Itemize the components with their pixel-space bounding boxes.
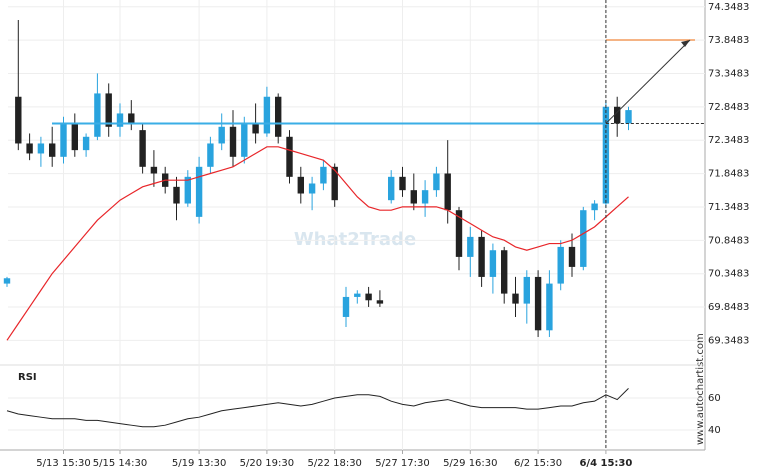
candle-body xyxy=(591,203,598,211)
candle-body xyxy=(150,166,158,174)
candle-body xyxy=(320,166,327,184)
candle-body xyxy=(433,173,440,191)
candle-body xyxy=(49,143,56,157)
candle-body xyxy=(421,190,429,204)
candle-body xyxy=(71,123,78,151)
candle-body xyxy=(489,250,497,277)
candle-body xyxy=(308,183,316,194)
candle-body xyxy=(365,293,372,301)
candle-body xyxy=(478,236,485,277)
x-tick-label: 5/29 16:30 xyxy=(443,458,497,469)
panel-title: RSI xyxy=(18,372,37,383)
candle-body xyxy=(15,96,22,144)
candle-body xyxy=(184,176,191,204)
rsi-line xyxy=(6,388,629,428)
x-tick-label: 5/27 17:30 xyxy=(375,458,429,469)
candle-body xyxy=(275,96,282,137)
y-tick-label: 74.3483 xyxy=(708,2,749,13)
candle-body xyxy=(388,176,395,201)
candle-body xyxy=(37,143,45,154)
candle-body xyxy=(173,186,180,204)
candle-body xyxy=(241,123,248,157)
candle-body xyxy=(568,246,576,267)
candle-body xyxy=(557,246,564,284)
x-tick-label: 5/19 13:30 xyxy=(172,458,226,469)
y-tick-label: 69.3483 xyxy=(708,335,749,346)
candle-body xyxy=(116,113,124,127)
candle-body xyxy=(128,113,135,124)
candle-body xyxy=(342,296,350,317)
candle-body xyxy=(82,136,90,151)
y-tick-label: 60 xyxy=(708,393,721,404)
source-label: www.autochartist.com xyxy=(695,333,706,445)
candle-body xyxy=(26,143,33,154)
candle-body xyxy=(229,126,237,157)
candle-body xyxy=(60,123,67,157)
x-tick-label: 6/4 15:30 xyxy=(579,458,632,469)
candle-body xyxy=(523,276,530,304)
candle-body xyxy=(297,176,304,194)
y-tick-label: 72.3483 xyxy=(708,135,749,146)
candle-body xyxy=(354,293,361,297)
candle-body xyxy=(467,236,474,257)
candle-body xyxy=(501,250,508,294)
y-tick-label: 70.8483 xyxy=(708,235,749,246)
arrow-head xyxy=(681,40,690,48)
candle-body xyxy=(625,110,632,124)
x-tick-label: 5/15 14:30 xyxy=(93,458,147,469)
candle-body xyxy=(139,130,146,167)
candle-body xyxy=(410,190,417,204)
candle-body xyxy=(105,93,112,127)
candle-body xyxy=(444,173,451,211)
candle-body xyxy=(546,283,553,331)
y-tick-label: 40 xyxy=(708,425,721,436)
candle-body xyxy=(195,166,203,217)
x-tick-label: 5/22 18:30 xyxy=(307,458,361,469)
candle-body xyxy=(207,143,214,167)
y-tick-label: 70.3483 xyxy=(708,269,749,280)
candle-body xyxy=(252,123,259,134)
y-tick-label: 71.3483 xyxy=(708,202,749,213)
x-tick-label: 5/20 19:30 xyxy=(240,458,294,469)
candle-body xyxy=(94,93,101,137)
candle-body xyxy=(512,293,519,304)
x-tick-label: 6/2 15:30 xyxy=(514,458,562,469)
y-tick-label: 72.8483 xyxy=(708,102,749,113)
candle-body xyxy=(286,136,293,177)
y-tick-label: 73.8483 xyxy=(708,35,749,46)
candle-body xyxy=(455,210,463,257)
watermark: What2Trade xyxy=(294,229,416,250)
y-tick-label: 71.8483 xyxy=(708,169,749,180)
candle-body xyxy=(331,166,338,201)
y-tick-label: 73.3483 xyxy=(708,69,749,80)
moving-average xyxy=(6,146,629,341)
forecast-arrow xyxy=(605,39,691,124)
candle-body xyxy=(399,176,406,191)
y-tick-label: 69.8483 xyxy=(708,302,749,313)
candle-body xyxy=(218,126,225,144)
candle-body xyxy=(580,210,587,267)
candle-body xyxy=(263,96,271,134)
candle-body xyxy=(3,278,11,284)
candle-body xyxy=(376,300,384,304)
x-tick-label: 5/13 15:30 xyxy=(36,458,90,469)
candle-body xyxy=(534,276,542,331)
candle-body xyxy=(614,106,621,124)
